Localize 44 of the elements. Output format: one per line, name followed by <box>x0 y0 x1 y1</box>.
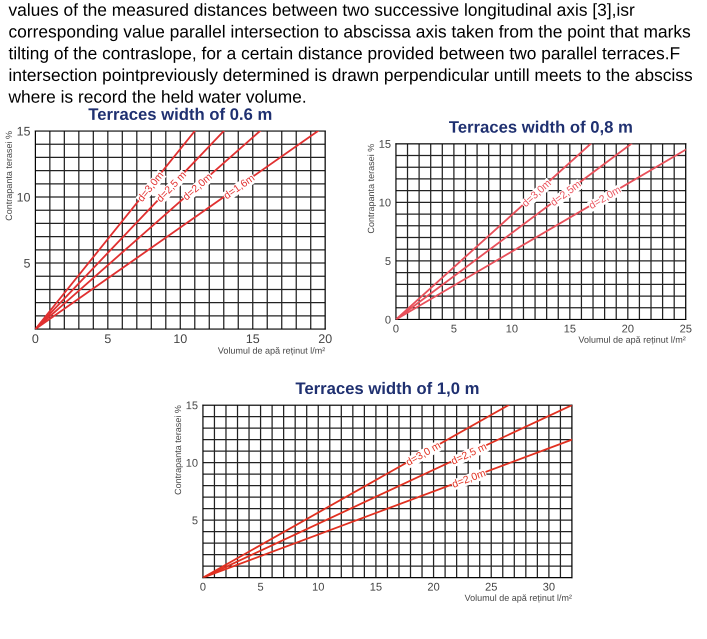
text: corresponding value parallel intersection to abscissa axis taken from the point that marks <box>9 24 690 42</box>
y-tick-label: 15 <box>18 126 30 136</box>
x-tick-label: 25 <box>486 582 497 591</box>
y-tick-label: 5 <box>385 257 391 266</box>
x-tick-label: 10 <box>174 334 187 344</box>
x-axis-title: Volumul de apă reținut l/m² <box>218 346 326 356</box>
x-tick-label: 20 <box>428 582 440 591</box>
chart-title: Terraces width of 0,8 m <box>449 120 632 136</box>
x-tick-label: 10 <box>312 582 324 591</box>
x-tick-label: 0 <box>200 582 206 591</box>
y-axis-title: Contrapanta terasei % <box>174 405 183 494</box>
x-tick-label: 5 <box>451 324 457 333</box>
y-tick-label: 10 <box>380 198 391 206</box>
text: intersection pointpreviously determined is drawn perpendicular untill meets to the absciss <box>10 68 692 85</box>
x-tick-label: 0 <box>393 324 399 333</box>
x-tick-label: 25 <box>680 324 692 333</box>
y-tick-label: 15 <box>186 402 198 410</box>
x-tick-label: 15 <box>246 334 260 344</box>
chart-title: Terraces width of 1,0 m <box>296 382 478 397</box>
y-tick-label: 10 <box>18 192 30 202</box>
x-tick-label: 20 <box>622 324 634 333</box>
y-axis-title: Contrapanta terasei % <box>5 131 14 220</box>
y-axis-title: Contrapanta terasei % <box>368 144 376 234</box>
x-tick-label: 20 <box>318 334 332 344</box>
y-tick-label: 15 <box>380 140 391 148</box>
y-tick-label: 5 <box>24 258 30 268</box>
text: tilting of the contraslope, for a certain distance provided between two parallel terraces.F <box>8 46 680 63</box>
text: where is record the held water volume. <box>8 90 306 103</box>
x-tick-label: 0 <box>32 334 38 344</box>
x-tick-label: 10 <box>506 324 518 333</box>
text: values of the measured distances between two successive longitudinal axis [3],isr <box>8 3 634 20</box>
x-axis-title: Volumul de apă reținut l/m² <box>578 336 686 345</box>
x-tick-label: 30 <box>543 582 555 591</box>
y-tick-label: 0 <box>385 316 391 324</box>
text: d=2,5 m <box>450 442 488 466</box>
chart-title: Terraces width of 0.6 m <box>88 108 272 120</box>
x-tick-label: 15 <box>564 324 576 333</box>
text: d=2,0m <box>451 468 486 490</box>
x-axis-title: Volumul de apă reținut l/m² <box>464 594 572 603</box>
x-tick-label: 5 <box>104 334 111 344</box>
x-tick-label: 15 <box>370 582 382 591</box>
y-tick-label: 5 <box>192 516 198 524</box>
y-tick-label: 10 <box>186 458 198 467</box>
x-tick-label: 5 <box>258 582 264 591</box>
